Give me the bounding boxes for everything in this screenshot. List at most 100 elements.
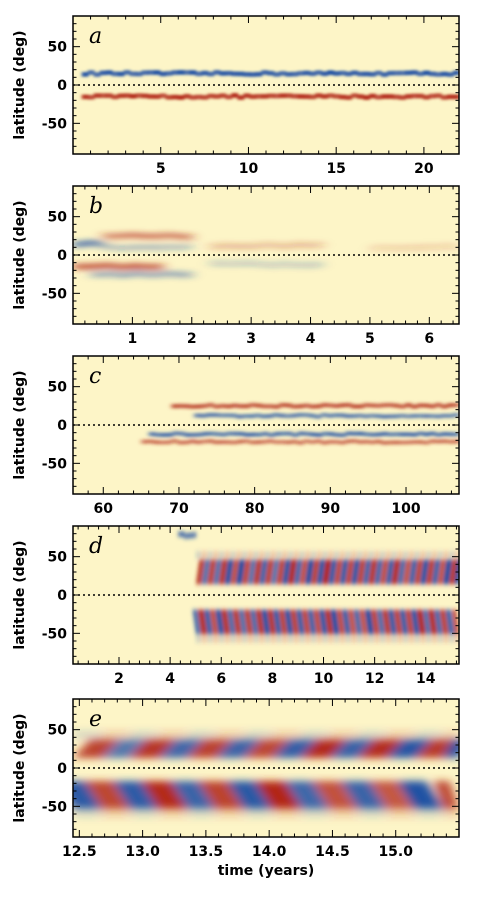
panel-a-feature-south-band-segment (237, 95, 245, 100)
panel-e-feature-north-oscillation-halo (129, 731, 159, 739)
panel-c-feature-south-red-segment (351, 439, 358, 443)
panel-a-feature-north-band-segment (435, 72, 442, 77)
panel-c-feature-north-red-segment (255, 403, 263, 408)
panel-b-feature-north-blue-segment (114, 245, 122, 250)
panel-d-feature-south-oscillation-halo (339, 634, 346, 643)
panel-c-feature-north-blue-segment (332, 413, 340, 418)
panel-b-feature-south-blue-segment (138, 271, 146, 276)
panel-d-feature-north-oscillation-halo (281, 551, 288, 559)
panel-e-feature-south-oscillation (73, 781, 459, 818)
panel-c-feature-south-red-segment (177, 440, 184, 445)
panel-c-feature-north-blue-segment (374, 414, 382, 418)
panel-a-feature-north-band-segment (189, 70, 197, 75)
panel-c-feature-north-red-segment (201, 404, 209, 408)
panel-c-feature-north-blue-segment (404, 414, 412, 419)
panel-c-feature-north-red-segment (435, 402, 442, 407)
panel-e-feature-south-oscillation-halo (215, 809, 244, 818)
panel-a-xtick-label: 5 (156, 161, 166, 177)
panel-d-feature-south-oscillation-halo (345, 634, 351, 643)
panel-d-feature-south-oscillation-halo (235, 634, 242, 643)
panel-b-feature-north-blue (102, 244, 193, 251)
panel-c-feature-south-blue-segment (148, 432, 156, 436)
panel-b-feature-north-red-weak-segment (215, 244, 223, 250)
panel-b-xtick-label: 3 (246, 331, 256, 347)
panel-b-feature-north-red-faint-segment (447, 244, 454, 249)
panel-b-ytick-label: -50 (42, 286, 68, 302)
panel-d-feature-polar-blob-segment (189, 533, 194, 538)
panel-d-feature-north-oscillation-halo (402, 551, 409, 559)
panel-a-feature-south-band-segment (273, 93, 281, 99)
panel-e-feature-south-oscillation-halo (73, 809, 102, 818)
panel-c-feature-north-blue-segment (428, 414, 436, 418)
panel-a-feature-north-band-segment (123, 70, 131, 75)
panel-e-feature-north-oscillation-halo (158, 731, 187, 739)
panel-d-feature-south-oscillation-halo (379, 634, 386, 643)
panel-d-feature-south-oscillation-halo (195, 634, 202, 643)
panel-d-feature-south-oscillation-stripe (370, 609, 380, 635)
panel-d-feature-south-oscillation-halo (391, 634, 398, 643)
panel-d-feature-north-oscillation-stripe (414, 559, 424, 585)
panel-c-xtick-label: 90 (321, 501, 341, 517)
panel-e-feature-north-oscillation-halo (329, 731, 358, 739)
panel-b-feature-north-blue-segment (168, 244, 175, 249)
panel-a-feature-south-band-segment (441, 95, 448, 100)
panel-e-feature-south-oscillation-halo (129, 809, 159, 818)
panel-c-feature-north-blue-segment (362, 414, 370, 419)
panel-d-feature-north-oscillation-stripe (293, 559, 303, 585)
panel-a-feature-south-band-segment (213, 94, 221, 99)
panel-b-feature-south-blue-weak-segment (233, 261, 241, 266)
panel-d-feature-south-oscillation-halo (218, 634, 225, 643)
panel-a-feature-south-band-segment (231, 93, 239, 98)
panel-d-feature-north-oscillation-halo (218, 551, 225, 559)
panel-d-feature-south-oscillation-stripe (399, 609, 409, 635)
panel-a: -50 0 50 5 10 15 20 a latitude (deg) (12, 15, 460, 177)
panel-b-feature-south-blue-weak-segment (239, 261, 247, 267)
panel-b-feature-north-red-faint-segment (387, 245, 395, 251)
panel-a-feature-south-band-segment (201, 95, 209, 100)
panel-d-feature-south-oscillation-halo (276, 634, 282, 643)
panel-d-feature-south-oscillation-stripe (301, 609, 311, 635)
panel-a-feature-north-band-segment (303, 70, 311, 76)
panel-d-ytick-label: 50 (48, 550, 68, 566)
panel-e-feature-north-oscillation-halo (73, 731, 102, 739)
panel-b-feature-south-blue-weak-segment (274, 262, 282, 268)
panel-b-feature-north-blue-segment (126, 245, 134, 250)
panel-c-feature-south-blue-segment (369, 432, 377, 437)
panel-c-feature-south-red-segment (321, 440, 328, 445)
panel-a-feature-south-band-segment (351, 93, 359, 98)
panel-e-feature-north-oscillation-stripe (386, 739, 432, 759)
panel-a-feature-north-band-segment (453, 70, 459, 76)
panel-c-background (73, 356, 459, 494)
panel-c-feature-south-blue-segment (256, 432, 263, 437)
panel-a-feature-north-band-segment (195, 71, 203, 77)
panel-b-feature-north-red-segment (162, 232, 169, 238)
panel-e-feature-south-oscillation-halo (414, 809, 444, 818)
panel-c-feature-north-blue-segment (398, 413, 406, 418)
panel-c-feature-south-blue-segment (345, 431, 353, 436)
panel-c-feature-north-red-segment (291, 404, 299, 409)
panel-c-feature-north-blue-segment (392, 414, 400, 419)
panel-e-feature-north-oscillation-stripe (357, 739, 404, 759)
panel-d-feature-north-oscillation-stripe (397, 559, 407, 585)
panel-c-feature-south-blue-segment (262, 431, 269, 436)
panel-b-feature-north-red-segment (168, 233, 175, 239)
panel-a-feature-south-band-segment (129, 93, 137, 99)
panel-c-feature-south-red-segment (393, 440, 400, 445)
panel-b-feature-south-blue-segment (120, 272, 128, 278)
panel-a-feature-south-band-segment (105, 93, 113, 98)
panel-a-feature-north-band-segment (429, 71, 436, 77)
panel-d-xtick-label: 12 (365, 671, 384, 687)
panel-d-feature-south-oscillation-stripe (284, 609, 294, 635)
panel-c-feature-south-red-segment (411, 440, 418, 444)
panel-b-feature-north-red-weak-segment (268, 242, 276, 248)
panel-c-feature-south-red-segment (315, 439, 322, 444)
panel-e-feature-north-oscillation-halo (186, 731, 216, 739)
panel-e-feature-south-oscillation-halo (329, 809, 358, 818)
panel-d-feature-north-oscillation-stripe (201, 559, 211, 585)
panel-a-feature-south-band-segment (267, 93, 275, 99)
panel-c-feature-south-red-segment (417, 440, 424, 444)
panel-d-feature-south-oscillation-halo (408, 634, 415, 643)
panel-d-feature-polar-blob-segment (183, 533, 188, 539)
panel-d-feature-south-oscillation (192, 609, 459, 643)
panel-b-xtick-label: 2 (187, 331, 197, 347)
